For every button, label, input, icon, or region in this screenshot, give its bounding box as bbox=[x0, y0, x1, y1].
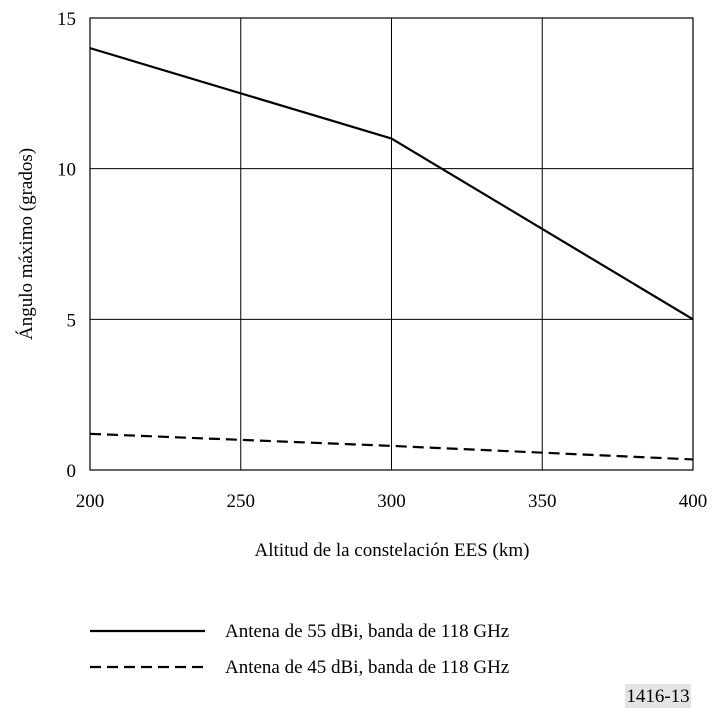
series-line-solid bbox=[89, 47, 694, 321]
series-lines bbox=[89, 47, 694, 461]
figure-id-background bbox=[625, 684, 691, 708]
y-tick-label-15: 15 bbox=[57, 9, 76, 30]
x-tick-label-300: 300 bbox=[377, 491, 406, 512]
y-tick-label-0: 0 bbox=[67, 461, 77, 482]
legend-label-solid: Antena de 55 dBi, banda de 118 GHz bbox=[225, 621, 509, 642]
figure-id: 1416-13 bbox=[626, 686, 689, 707]
x-tick-labels: 200 250 300 350 400 bbox=[76, 491, 708, 512]
y-tick-labels: 0 5 10 15 bbox=[57, 9, 76, 482]
x-tick-label-250: 250 bbox=[227, 491, 256, 512]
y-tick-label-5: 5 bbox=[67, 310, 77, 331]
y-axis-label: Ángulo máximo (grados) bbox=[15, 148, 37, 340]
x-axis-label: Altitud de la constelación EES (km) bbox=[255, 540, 530, 561]
legend: Antena de 55 dBi, banda de 118 GHz Anten… bbox=[90, 621, 509, 678]
x-tick-label-200: 200 bbox=[76, 491, 105, 512]
grid-lines bbox=[89, 17, 694, 471]
x-tick-label-400: 400 bbox=[679, 491, 708, 512]
y-tick-label-10: 10 bbox=[57, 160, 76, 181]
plot-frame bbox=[89, 17, 694, 471]
series-line-dashed bbox=[89, 432, 694, 461]
legend-label-dashed: Antena de 45 dBi, banda de 118 GHz bbox=[225, 657, 509, 678]
x-tick-label-350: 350 bbox=[528, 491, 557, 512]
